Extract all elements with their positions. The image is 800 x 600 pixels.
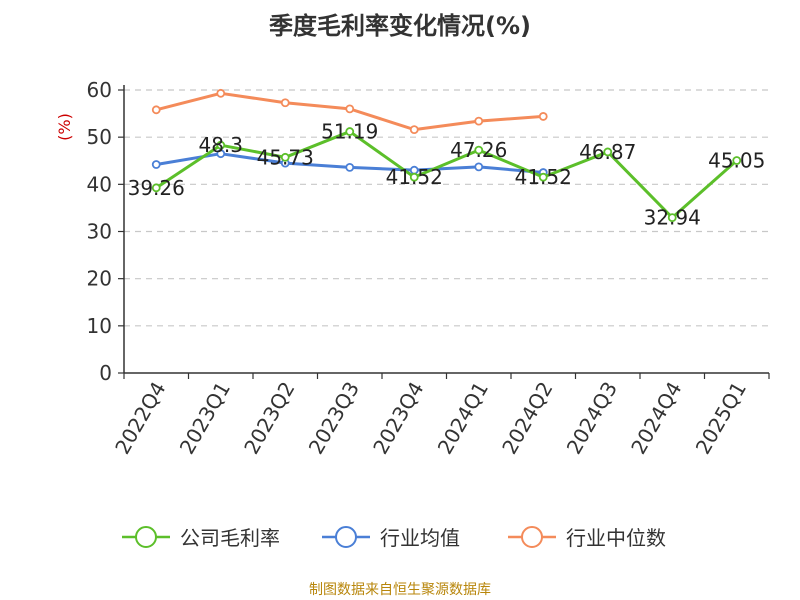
data-point [538, 112, 548, 121]
data-point [280, 98, 290, 108]
x-tick-label: 2023Q2 [239, 378, 299, 459]
data-label: 45.73 [257, 145, 314, 169]
legend-swatch-marker [135, 526, 157, 548]
series-line [155, 130, 738, 220]
data-label: 45.05 [708, 149, 765, 173]
x-tick-label: 2022Q4 [110, 378, 170, 459]
data-point [667, 213, 677, 223]
data-label: 32.94 [644, 206, 701, 230]
data-point [538, 172, 548, 182]
data-label: 48.3 [198, 133, 243, 157]
data-point [151, 105, 161, 115]
y-tick-label: 10 [87, 314, 112, 338]
data-label: 41.52 [386, 165, 443, 189]
legend: 公司毛利率 行业均值 行业中位数 [122, 526, 666, 550]
legend-swatch-marker [521, 526, 543, 548]
data-point [151, 183, 161, 193]
data-point [474, 116, 484, 126]
data-point [345, 127, 355, 136]
x-tick-label: 2025Q1 [691, 378, 751, 459]
y-tick-label: 60 [87, 78, 112, 102]
legend-label: 公司毛利率 [180, 526, 280, 550]
gridlines [124, 89, 769, 327]
data-label: 39.26 [128, 176, 185, 200]
data-label: 47.26 [450, 138, 507, 162]
data-point [474, 162, 484, 172]
series-lines [151, 88, 742, 223]
x-tick-label: 2024Q2 [497, 378, 557, 459]
data-labels: 39.26 48.3 45.73 51.19 41.52 47.26 41.52 46.87 3… [128, 120, 766, 230]
y-tick-label: 0 [99, 361, 112, 385]
axes [118, 85, 770, 379]
data-point [280, 152, 290, 162]
y-tick-label: 20 [87, 267, 112, 291]
data-point [216, 149, 226, 159]
data-point [345, 104, 355, 114]
data-label: 46.87 [579, 140, 636, 164]
source-note: 制图数据来自恒生聚源数据库 [309, 582, 491, 598]
data-point [345, 162, 355, 172]
x-tick-label: 2024Q1 [433, 378, 493, 459]
x-tick-labels: 2022Q4 2023Q1 2023Q2 2023Q3 2023Q4 2024Q1 2024… [110, 378, 751, 459]
y-tick-label: 50 [87, 125, 112, 149]
data-point [603, 147, 613, 157]
data-point [216, 140, 226, 150]
data-point [216, 88, 226, 98]
chart-title: 季度毛利率变化情况(%) [269, 12, 531, 40]
y-tick-labels: 0 10 20 30 40 50 60 [87, 78, 112, 385]
y-tick-label: 30 [87, 220, 112, 244]
y-tick-label: 40 [87, 172, 112, 196]
x-tick-label: 2023Q1 [175, 378, 235, 459]
data-point [474, 145, 484, 155]
data-point [409, 172, 419, 182]
y-axis-label: (%) [55, 113, 74, 141]
legend-swatch-marker [335, 526, 357, 548]
x-tick-label: 2023Q4 [368, 378, 428, 459]
data-point [409, 125, 419, 135]
data-point [151, 160, 161, 169]
data-label: 51.19 [321, 120, 378, 144]
x-tick-label: 2023Q3 [304, 378, 364, 459]
data-point [732, 156, 742, 165]
data-label: 41.52 [515, 165, 572, 189]
legend-label: 行业中位数 [566, 526, 666, 550]
x-tick-label: 2024Q4 [626, 378, 686, 459]
x-tick-label: 2024Q3 [562, 378, 622, 459]
legend-label: 行业均值 [380, 526, 460, 550]
